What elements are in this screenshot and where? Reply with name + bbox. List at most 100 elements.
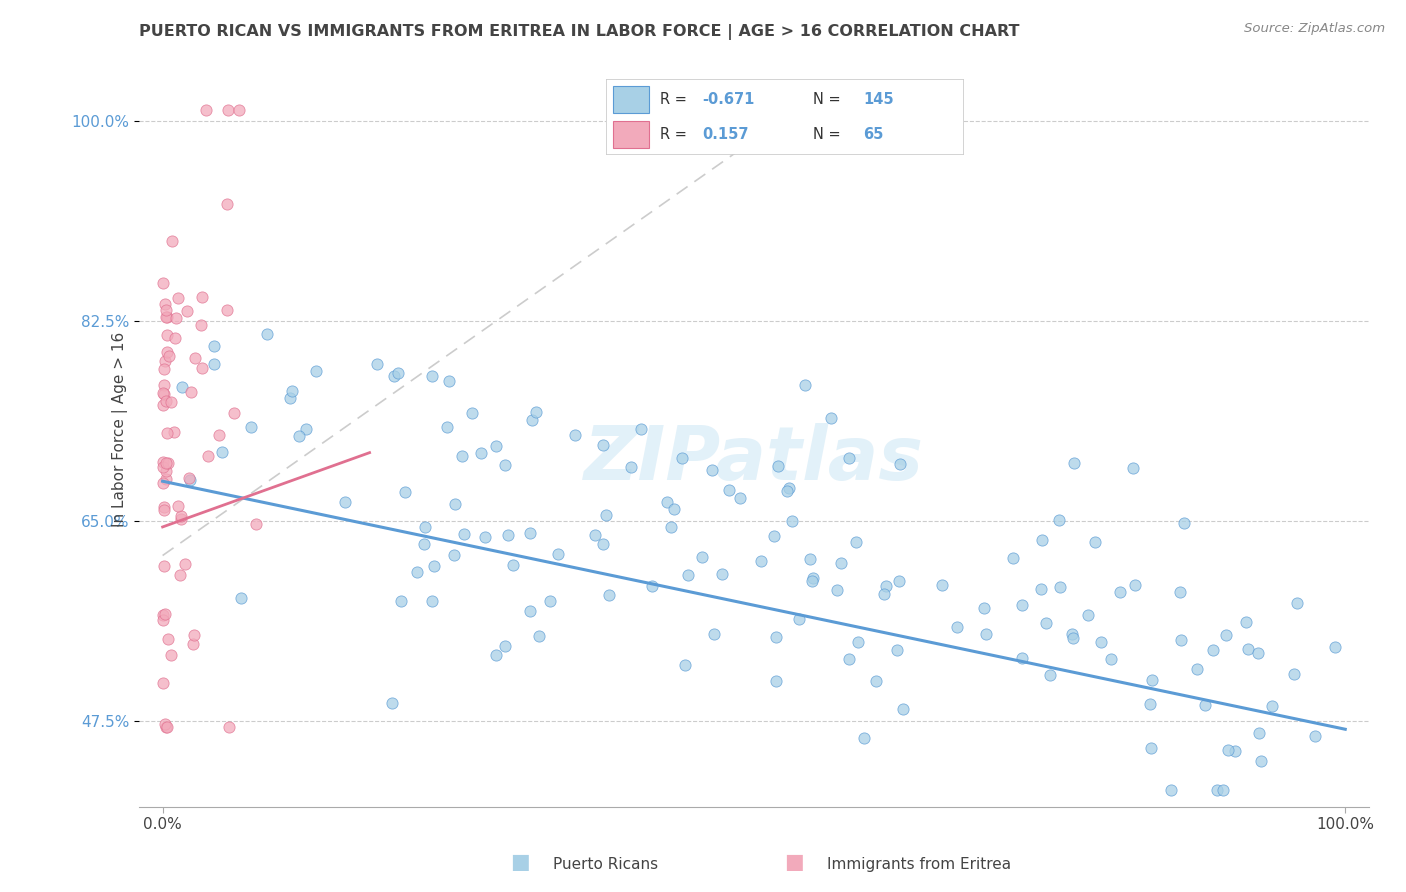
Point — [1247, 726, 1270, 740]
Point — [228, 103, 250, 117]
Point — [191, 290, 214, 304]
Point — [152, 475, 174, 490]
Point — [436, 419, 458, 434]
Point — [1323, 640, 1346, 655]
Point — [159, 394, 181, 409]
Point — [1218, 742, 1240, 756]
Point — [197, 449, 219, 463]
Point — [780, 514, 803, 528]
Point — [765, 630, 787, 644]
Point — [1202, 643, 1225, 657]
Point — [838, 652, 860, 666]
Point — [1285, 596, 1308, 610]
Point — [165, 331, 187, 345]
Point — [519, 604, 541, 618]
Point — [387, 367, 409, 381]
Point — [659, 520, 682, 534]
Point — [156, 327, 179, 342]
Point — [1011, 651, 1033, 665]
Point — [711, 566, 734, 581]
Point — [179, 471, 201, 485]
Point — [671, 451, 693, 466]
Point — [184, 351, 207, 365]
Point — [931, 578, 953, 592]
Point — [778, 481, 800, 495]
Point — [240, 420, 263, 434]
Point — [152, 387, 174, 401]
Point — [443, 549, 465, 563]
Point — [1035, 616, 1057, 631]
Point — [381, 696, 404, 710]
Point — [366, 358, 388, 372]
Point — [1185, 662, 1208, 676]
Point — [502, 558, 524, 572]
Point — [231, 591, 253, 605]
Point — [183, 628, 205, 642]
Point — [1049, 513, 1071, 527]
Point — [156, 632, 179, 646]
Point — [335, 495, 357, 509]
Point — [211, 445, 233, 459]
Point — [1246, 646, 1268, 660]
Point — [865, 673, 887, 688]
Point — [208, 428, 231, 442]
Point — [155, 472, 177, 486]
Point — [496, 528, 519, 542]
Text: Puerto Ricans: Puerto Ricans — [553, 857, 658, 872]
Point — [946, 620, 969, 634]
Point — [538, 594, 561, 608]
Point — [1140, 740, 1163, 755]
Point — [153, 500, 176, 514]
Point — [224, 407, 246, 421]
Point — [1261, 698, 1284, 713]
Point — [217, 103, 239, 117]
Point — [1029, 582, 1052, 597]
Point — [1039, 668, 1062, 682]
Point — [873, 587, 896, 601]
Point — [152, 276, 174, 290]
Point — [420, 369, 443, 384]
Point — [166, 499, 188, 513]
Point — [160, 648, 183, 663]
Point — [1206, 782, 1229, 797]
Point — [1063, 456, 1085, 470]
Point — [845, 535, 868, 549]
Point — [887, 574, 910, 588]
Point — [172, 380, 194, 394]
Point — [413, 520, 436, 534]
Point — [165, 310, 187, 325]
Point — [169, 567, 191, 582]
Point — [1002, 551, 1025, 566]
Point — [485, 648, 508, 662]
Point — [673, 658, 696, 673]
Point — [174, 557, 197, 571]
Point — [1215, 628, 1237, 642]
Point — [595, 508, 617, 523]
Point — [1168, 585, 1191, 599]
Point — [152, 607, 174, 622]
Y-axis label: In Labor Force | Age > 16: In Labor Force | Age > 16 — [112, 332, 128, 527]
Point — [1062, 631, 1084, 645]
Point — [1062, 627, 1084, 641]
Point — [730, 491, 752, 506]
Text: Immigrants from Eritrea: Immigrants from Eritrea — [827, 857, 1011, 872]
Point — [886, 643, 908, 657]
Point — [156, 310, 179, 325]
Point — [1011, 598, 1033, 612]
Point — [820, 411, 842, 425]
Point — [155, 310, 177, 324]
Point — [305, 364, 328, 378]
Point — [1303, 729, 1326, 743]
Point — [763, 529, 786, 543]
Point — [153, 297, 176, 311]
Point — [1084, 535, 1107, 549]
Point — [787, 612, 810, 626]
Point — [485, 439, 508, 453]
Point — [641, 579, 664, 593]
Point — [281, 384, 304, 399]
Point — [453, 527, 475, 541]
Point — [181, 637, 204, 651]
Point — [825, 583, 848, 598]
Point — [288, 428, 311, 442]
Point — [152, 386, 174, 401]
